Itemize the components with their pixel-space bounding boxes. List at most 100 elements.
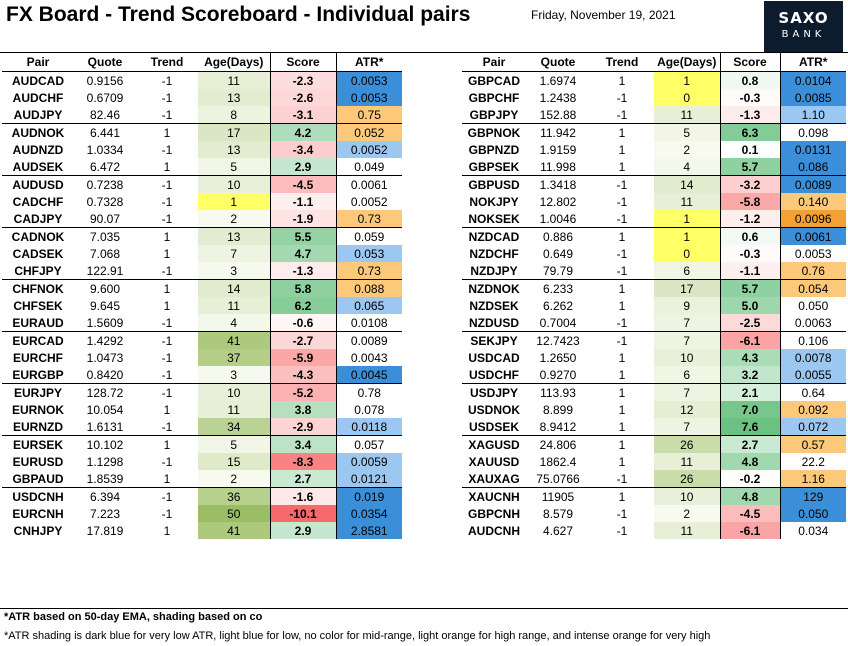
table-row: GBPAUD 1.8539 1 2 2.7 0.0121 [2, 470, 402, 488]
right-cell-score: -4.5 [719, 505, 780, 522]
right-cell-pair: GBPCHF [468, 90, 520, 105]
table-row: AUDCHF 0.6709 -1 13 -2.6 0.0053 [2, 89, 402, 106]
right-cell-trend: 1 [590, 383, 654, 401]
right-cell-atr: 1.16 [779, 470, 846, 488]
table-row: GBPNOK 11.942 1 5 6.3 0.098 [462, 123, 846, 141]
right-pairs-table: Pair Quote Trend Age(Days) Score ATR* GBPCAD 1… [462, 53, 846, 539]
right-cell-atr: 0.0055 [779, 366, 846, 384]
left-cell-score: 5.5 [269, 227, 336, 245]
left-cell-trend: -1 [161, 350, 173, 365]
left-cell-quote: 7.068 [89, 246, 121, 261]
right-cell-score: 4.8 [719, 487, 780, 505]
right-cell-trend: -1 [616, 523, 628, 538]
right-cell-score: 0.1 [719, 141, 780, 158]
left-cell-trend: -1 [161, 419, 173, 434]
left-cell-trend: -1 [161, 90, 173, 105]
left-header-trend: Trend [136, 53, 198, 72]
report-date: Friday, November 19, 2021 [531, 8, 676, 22]
right-cell-quote: 1.3418 [526, 175, 590, 193]
left-cell-quote: 128.72 [74, 383, 136, 401]
right-cell-atr: 22.2 [779, 453, 846, 470]
right-cell-trend: -1 [590, 331, 654, 349]
right-header-age: Age(Days) [654, 53, 720, 72]
right-cell-quote: 0.7004 [539, 315, 577, 330]
footnote-atr-ema: *ATR based on 50-day EMA, shading based … [4, 611, 263, 623]
table-row: AUDJPY 82.46 -1 8 -3.1 0.75 [2, 106, 402, 124]
left-cell-atr: 0.0059 [335, 453, 402, 470]
right-cell-pair: USDJPY [462, 383, 526, 401]
right-header-pair: Pair [462, 53, 526, 72]
logo-line2: BANK [781, 29, 826, 40]
left-cell-quote: 7.035 [74, 227, 136, 245]
right-cell-age: 7 [654, 383, 720, 401]
footnote-atr-shading: *ATR shading is dark blue for very low A… [4, 630, 711, 642]
table-row: NZDCAD 0.886 1 1 0.6 0.0061 [462, 227, 846, 245]
table-row: USDCHF 0.9270 1 6 3.2 0.0055 [462, 366, 846, 384]
table-row: GBPCNH 8.579 -1 2 -4.5 0.050 [462, 505, 846, 522]
right-cell-atr: 0.106 [779, 331, 846, 349]
left-cell-atr: 0.0043 [335, 349, 402, 366]
left-cell-quote: 122.91 [86, 263, 124, 278]
table-row: GBPSEK 11.998 1 4 5.7 0.086 [462, 158, 846, 176]
right-cell-pair: GBPNOK [462, 123, 526, 141]
left-cell-age: 50 [198, 505, 270, 522]
left-cell-age: 11 [198, 297, 270, 314]
right-cell-score: -6.1 [719, 331, 780, 349]
left-cell-trend: -1 [161, 454, 173, 469]
right-cell-age: 5 [654, 123, 720, 141]
table-row: EURNOK 10.054 1 11 3.8 0.078 [2, 401, 402, 418]
left-cell-age: 15 [198, 453, 270, 470]
left-cell-score: -2.3 [269, 71, 336, 89]
left-cell-atr: 0.059 [335, 227, 402, 245]
left-cell-pair: CHFSEK [13, 298, 63, 313]
right-cell-score: -0.3 [719, 245, 780, 262]
right-cell-age: 11 [654, 193, 720, 210]
right-cell-score: 7.6 [719, 418, 780, 436]
left-cell-age: 13 [198, 227, 270, 245]
right-cell-pair: GBPNZD [468, 142, 520, 157]
left-cell-pair: AUDSEK [12, 159, 64, 174]
table-row: GBPCHF 1.2438 -1 0 -0.3 0.0085 [462, 89, 846, 106]
left-cell-quote: 0.7238 [74, 175, 136, 193]
right-cell-quote: 6.262 [542, 298, 574, 313]
left-cell-quote: 82.46 [89, 107, 121, 122]
page-title: FX Board - Trend Scoreboard - Individual… [6, 3, 471, 26]
left-cell-trend: -1 [136, 383, 198, 401]
table-row: USDNOK 8.899 1 12 7.0 0.092 [462, 401, 846, 418]
right-cell-age: 11 [654, 453, 720, 470]
left-cell-pair: AUDJPY [13, 107, 63, 122]
left-cell-atr: 0.0045 [335, 366, 402, 384]
right-cell-score: 2.7 [719, 435, 780, 453]
left-cell-quote: 1.8539 [86, 471, 124, 486]
right-cell-atr: 1.10 [779, 106, 846, 124]
left-cell-quote: 1.1298 [86, 454, 124, 469]
right-cell-quote: 1862.4 [539, 454, 577, 469]
left-cell-age: 2 [198, 210, 270, 228]
left-cell-trend: 1 [163, 402, 171, 417]
right-cell-trend: -1 [616, 506, 628, 521]
right-cell-age: 2 [654, 141, 720, 158]
right-cell-atr: 0.0104 [779, 71, 846, 89]
right-cell-pair: XAUCNH [462, 487, 526, 505]
left-cell-pair: CHFNOK [2, 279, 74, 297]
left-cell-age: 7 [198, 245, 270, 262]
right-cell-pair: NZDJPY [470, 263, 518, 278]
table-row: EURCHF 1.0473 -1 37 -5.9 0.0043 [2, 349, 402, 366]
right-cell-trend: 1 [618, 454, 626, 469]
left-cell-age: 17 [198, 123, 270, 141]
table-row: USDSEK 8.9412 1 7 7.6 0.072 [462, 418, 846, 436]
right-cell-trend: 1 [590, 227, 654, 245]
left-cell-atr: 0.0121 [335, 470, 402, 488]
right-cell-score: -3.2 [719, 175, 780, 193]
left-cell-pair: AUDUSD [2, 175, 74, 193]
right-cell-quote: 8.899 [542, 402, 574, 417]
right-cell-score: 3.2 [719, 366, 780, 384]
left-cell-pair: CADJPY [13, 211, 63, 226]
left-cell-quote: 6.394 [74, 487, 136, 505]
right-cell-score: 0.6 [719, 227, 780, 245]
right-cell-quote: 75.0766 [536, 471, 580, 486]
table-row: CHFJPY 122.91 -1 3 -1.3 0.73 [2, 262, 402, 280]
right-cell-quote: 0.886 [526, 227, 590, 245]
right-cell-age: 11 [654, 106, 720, 124]
right-cell-atr: 0.098 [779, 123, 846, 141]
